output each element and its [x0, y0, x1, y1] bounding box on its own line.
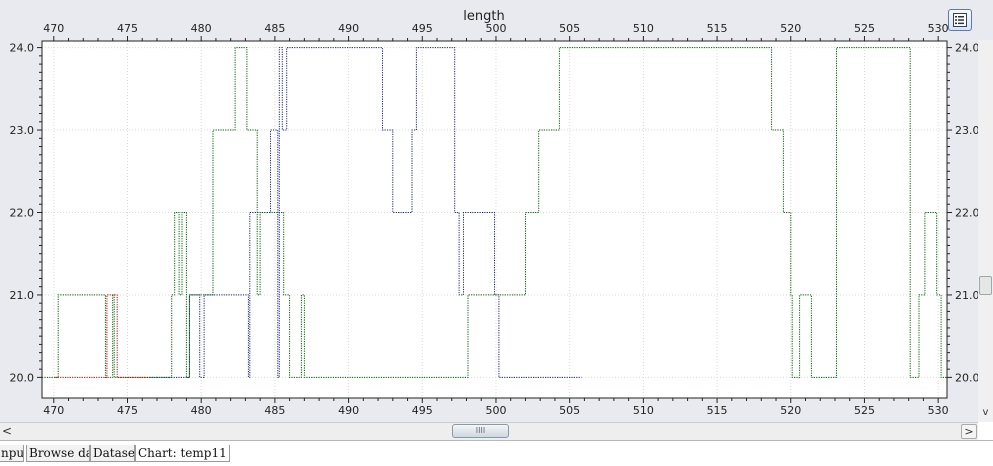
y-tick-label-right: 23.0: [955, 124, 980, 137]
scroll-left-arrow[interactable]: <: [1, 424, 13, 438]
x-tick-label-bottom: 495: [412, 404, 433, 417]
tab-label: Chart: temp11: [138, 446, 227, 460]
vertical-scrollbar[interactable]: [978, 40, 993, 422]
x-tick-label-bottom: 480: [191, 404, 212, 417]
x-tick-label-top: 525: [854, 22, 875, 35]
x-tick-label-bottom: 520: [780, 404, 801, 417]
y-tick-label-left: 22.0: [10, 206, 35, 219]
x-tick-label-bottom: 470: [43, 404, 64, 417]
x-tick-label-bottom: 510: [633, 404, 654, 417]
x-tick-label-top: 495: [412, 22, 433, 35]
x-tick-label-top: 500: [485, 22, 506, 35]
chart-panel: 470 470 475 475 480 480 485 485 490 490 495 495 500 5…: [0, 0, 993, 422]
x-tick-label-bottom: 500: [485, 404, 506, 417]
series-line: [42, 47, 947, 378]
x-tick-label-bottom: 485: [264, 404, 285, 417]
list-icon: [953, 13, 967, 27]
tab-label: Datasets: [93, 446, 135, 460]
x-tick-label-top: 520: [780, 22, 801, 35]
tab-inputs[interactable]: nputs: [0, 445, 24, 462]
series-line: [55, 294, 150, 378]
x-tick-label-bottom: 530: [928, 404, 949, 417]
y-tick-label-left: 20.0: [10, 371, 35, 384]
chart-svg[interactable]: 470 470 475 475 480 480 485 485 490 490 495 495 500 5…: [0, 0, 993, 422]
x-tick-label-bottom: 475: [117, 404, 138, 417]
y-tick-label-right: 21.0: [955, 289, 980, 302]
legend-toggle-button[interactable]: [948, 9, 972, 31]
x-tick-label-bottom: 515: [707, 404, 728, 417]
x-tick-label-bottom: 525: [854, 404, 875, 417]
x-axis-title: length: [463, 9, 504, 24]
horizontal-scroll-thumb[interactable]: IIII: [452, 424, 509, 438]
tab-label: Browse data: [29, 446, 89, 460]
x-tick-label-top: 470: [43, 22, 64, 35]
x-tick-label-top: 490: [338, 22, 359, 35]
y-tick-label-right: 22.0: [955, 206, 980, 219]
x-tick-label-top: 530: [928, 22, 949, 35]
x-tick-label-bottom: 490: [338, 404, 359, 417]
x-tick-label-top: 485: [264, 22, 285, 35]
scroll-right-arrow[interactable]: >: [961, 424, 977, 439]
x-tick-label-top: 510: [633, 22, 654, 35]
y-tick-label-right: 20.0: [955, 371, 980, 384]
x-tick-label-top: 515: [707, 22, 728, 35]
tab-label: nputs: [1, 446, 24, 460]
vertical-scroll-thumb[interactable]: [979, 276, 992, 295]
y-tick-label-left: 24.0: [10, 42, 35, 55]
y-tick-label-right: 24.0: [955, 42, 980, 55]
y-tick-label-left: 23.0: [10, 124, 35, 137]
series-line: [149, 47, 582, 378]
x-tick-label-top: 475: [117, 22, 138, 35]
plot-frame: [41, 40, 948, 399]
y-tick-label-left: 21.0: [10, 289, 35, 302]
tab-browse-data[interactable]: Browse data: [26, 445, 90, 462]
x-tick-label-top: 505: [559, 22, 580, 35]
tab-chart-temp11[interactable]: Chart: temp11☒: [135, 445, 230, 462]
x-tick-label-bottom: 505: [559, 404, 580, 417]
scroll-down-arrow[interactable]: v: [982, 407, 989, 418]
tab-datasets[interactable]: Datasets: [90, 445, 135, 462]
x-tick-label-top: 480: [191, 22, 212, 35]
